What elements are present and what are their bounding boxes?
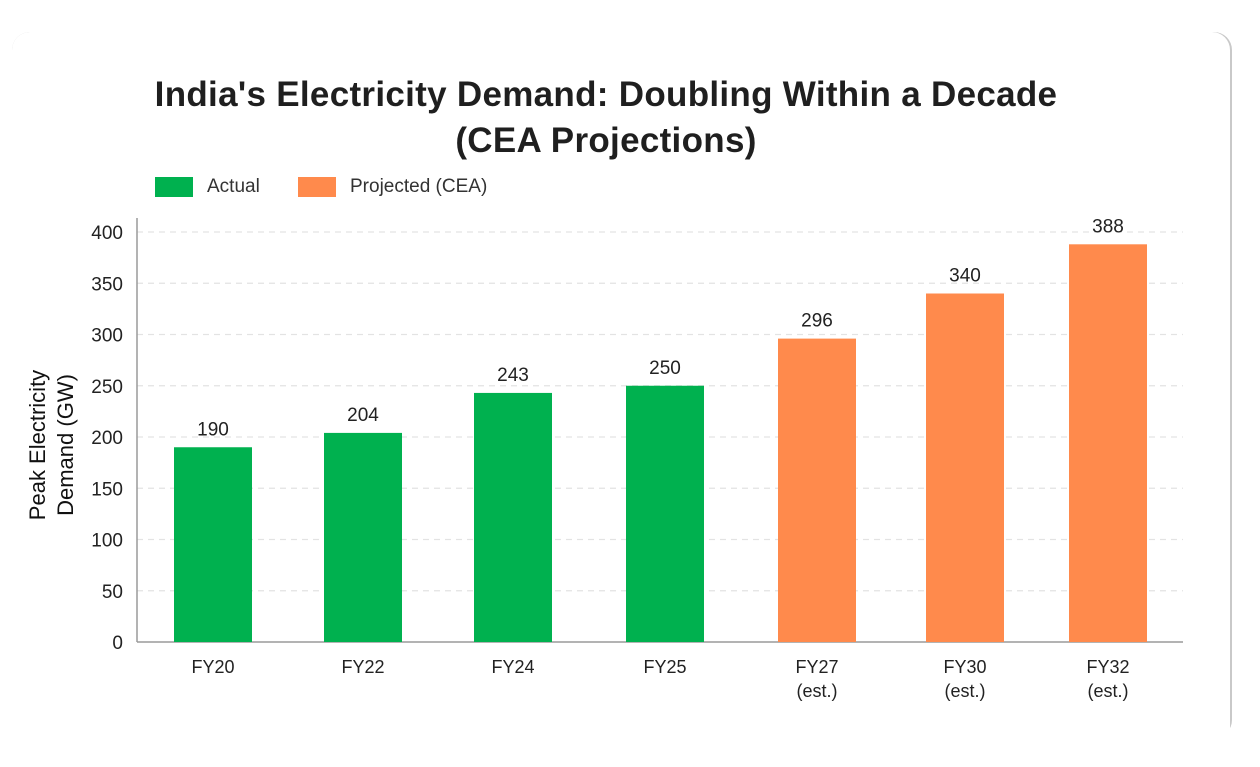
- chart-title: India's Electricity Demand: Doubling Wit…: [0, 72, 1212, 164]
- chart-title-line-2: (CEA Projections): [455, 121, 757, 160]
- data-label: 388: [1092, 216, 1124, 237]
- chart-title-line-1: India's Electricity Demand: Doubling Wit…: [154, 75, 1058, 114]
- bar-fy24[interactable]: [474, 392, 552, 642]
- bar-fy30[interactable]: [926, 293, 1004, 643]
- bar-fy32[interactable]: [1069, 244, 1147, 643]
- legend-item-actual[interactable]: Actual: [155, 176, 260, 198]
- y-tick-label: 200: [91, 428, 123, 449]
- legend-swatch-projected: [298, 177, 336, 197]
- legend-label-projected: Projected (CEA): [350, 176, 488, 197]
- y-tick-label: 150: [91, 479, 123, 500]
- x-tick-label: FY25: [643, 657, 686, 677]
- y-tick-label: 50: [102, 582, 123, 603]
- bar-fy25[interactable]: [626, 385, 704, 642]
- y-tick-label: 0: [112, 633, 123, 654]
- x-tick-label: (est.): [944, 681, 985, 701]
- x-tick-label: FY22: [341, 657, 384, 677]
- x-tick-label: (est.): [1087, 681, 1128, 701]
- x-tick-label: FY24: [491, 657, 534, 677]
- data-label: 243: [497, 365, 529, 386]
- bar-fy27[interactable]: [778, 338, 856, 642]
- y-tick-label: 250: [91, 377, 123, 398]
- y-tick-label: 350: [91, 274, 123, 295]
- x-tick-label: FY20: [191, 657, 234, 677]
- y-tick-label: 100: [91, 531, 123, 552]
- data-label: 250: [649, 358, 681, 379]
- x-tick-label: (est.): [796, 681, 837, 701]
- data-label: 340: [949, 266, 981, 287]
- bar-fy22[interactable]: [324, 432, 402, 642]
- legend-label-actual: Actual: [207, 176, 260, 197]
- legend-item-projected[interactable]: Projected (CEA): [298, 176, 487, 198]
- x-tick-label: FY32: [1086, 657, 1129, 677]
- x-tick-label: FY27: [795, 657, 838, 677]
- y-tick-label: 400: [91, 223, 123, 244]
- data-label: 204: [347, 405, 379, 426]
- data-label: 190: [197, 419, 229, 440]
- data-label: 296: [801, 311, 833, 332]
- legend-swatch-actual: [155, 177, 193, 197]
- y-tick-label: 300: [91, 326, 123, 347]
- bar-fy20[interactable]: [174, 447, 252, 642]
- x-tick-label: FY30: [943, 657, 986, 677]
